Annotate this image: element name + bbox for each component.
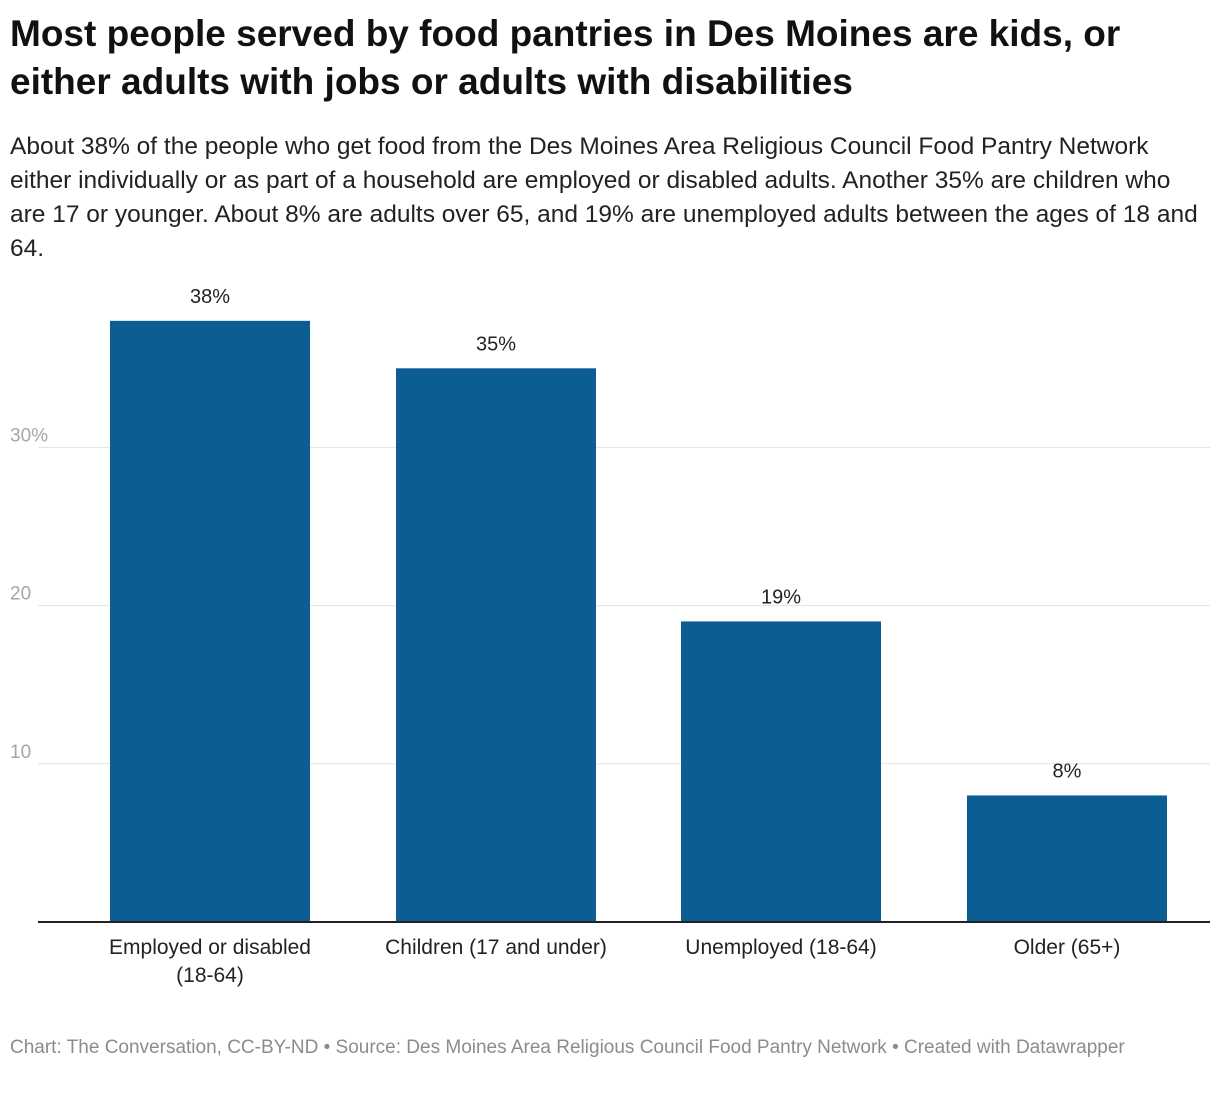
bars: 38% Employed or disabled (18-64) 35% Childre… bbox=[109, 286, 1167, 987]
y-tick-label-10: 10 bbox=[10, 742, 31, 763]
category-label-1: Children (17 and under) bbox=[385, 936, 607, 959]
bar-3 bbox=[967, 795, 1167, 922]
y-tick-label-30: 30% bbox=[10, 425, 48, 446]
category-label-line: (18-64) bbox=[176, 964, 244, 987]
category-label-line: Employed or disabled bbox=[109, 936, 311, 959]
category-label-line: Unemployed (18-64) bbox=[685, 936, 876, 959]
bar-1 bbox=[396, 368, 596, 922]
chart-title: Most people served by food pantries in D… bbox=[10, 13, 1121, 102]
category-label-line: Older (65+) bbox=[1014, 936, 1121, 959]
bar-2 bbox=[681, 621, 881, 922]
value-label-2: 19% bbox=[761, 586, 801, 608]
bar-chart: 10 20 30% 38% Employed or disabled (18-64) 35… bbox=[10, 286, 1210, 987]
chart-footer: Chart: The Conversation, CC-BY-ND • Sour… bbox=[10, 1037, 1125, 1058]
category-label-3: Older (65+) bbox=[1014, 936, 1121, 959]
bar-0 bbox=[110, 320, 310, 923]
chart-subtitle: About 38% of the people who get food fro… bbox=[10, 133, 1198, 262]
value-label-3: 8% bbox=[1053, 760, 1082, 782]
value-label-1: 35% bbox=[476, 333, 516, 355]
category-label-line: Children (17 and under) bbox=[385, 936, 607, 959]
y-tick-label-20: 20 bbox=[10, 584, 31, 605]
category-label-2: Unemployed (18-64) bbox=[685, 936, 876, 959]
value-label-0: 38% bbox=[190, 286, 230, 308]
category-label-0: Employed or disabled (18-64) bbox=[109, 936, 311, 987]
